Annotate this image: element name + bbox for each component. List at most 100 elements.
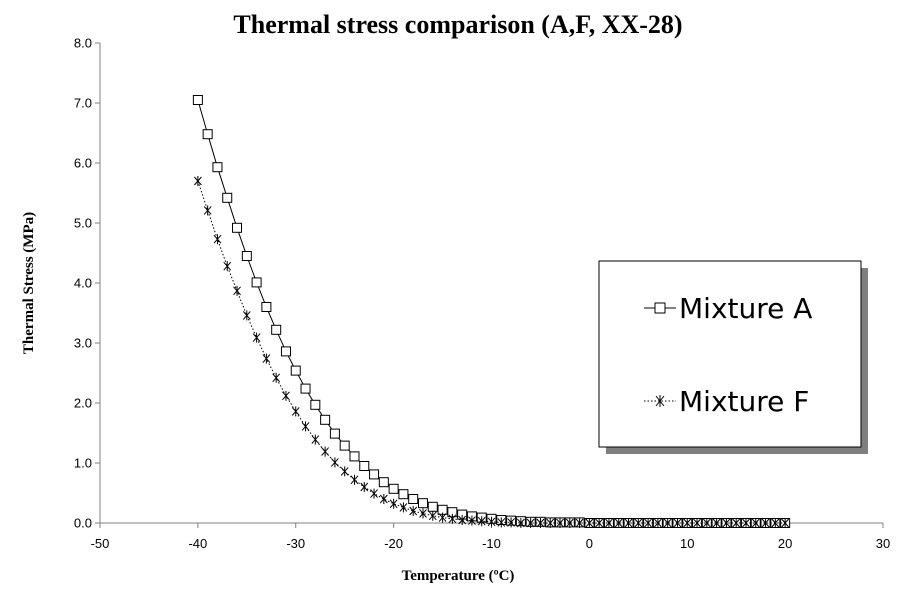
- data-point-mixture-f: [252, 332, 261, 343]
- y-ticks: 0.0 1.0 2.0 3.0 4.0 5.0 6.0 7.0 8.0: [74, 36, 100, 531]
- data-point-mixture-a: [241, 251, 252, 261]
- data-point-mixture-a: [408, 494, 419, 504]
- data-point-mixture-a: [280, 346, 291, 357]
- legend-label-mixture-a: Mixture A: [679, 292, 812, 325]
- data-point-mixture-a: [290, 365, 301, 376]
- y-axis-label: Thermal Stress (MPa): [21, 212, 37, 354]
- data-point-mixture-f: [360, 482, 369, 492]
- data-point-mixture-f: [565, 518, 574, 528]
- data-point-mixture-a: [261, 302, 272, 312]
- x-tick-label: -10: [482, 536, 501, 551]
- data-point-mixture-f: [321, 446, 329, 457]
- data-point-mixture-a: [232, 222, 243, 233]
- x-axis-label: Temperature (ºC): [402, 568, 515, 584]
- data-point-mixture-a: [388, 483, 399, 494]
- y-tick-label: 0.0: [74, 516, 92, 531]
- data-point-mixture-f: [663, 518, 672, 528]
- x-tick-label: 0: [586, 536, 593, 551]
- data-point-mixture-f: [262, 353, 271, 364]
- data-point-mixture-f: [712, 518, 721, 528]
- data-point-mixture-f: [448, 513, 457, 524]
- data-point-mixture-f: [702, 518, 711, 528]
- data-point-mixture-f: [487, 516, 496, 527]
- data-point-mixture-a: [271, 324, 282, 335]
- data-point-mixture-a: [349, 451, 360, 462]
- legend: Mixture A Mixture F: [598, 260, 868, 454]
- data-point-mixture-f: [301, 421, 310, 432]
- data-point-mixture-a: [359, 461, 370, 471]
- data-point-mixture-f: [340, 466, 349, 477]
- data-point-mixture-a: [378, 477, 389, 488]
- y-tick-label: 8.0: [74, 36, 92, 51]
- data-point-mixture-a: [417, 498, 428, 509]
- data-point-mixture-f: [203, 205, 212, 216]
- data-point-mixture-f: [438, 512, 447, 523]
- data-point-mixture-a: [192, 95, 203, 105]
- data-point-mixture-f: [409, 506, 418, 516]
- legend-box: [598, 260, 862, 448]
- legend-entry-mixture-f: Mixture F: [644, 385, 809, 418]
- data-point-mixture-f: [291, 406, 300, 417]
- data-point-mixture-f: [575, 518, 584, 528]
- data-point-mixture-a: [202, 129, 213, 140]
- data-point-mixture-f: [751, 518, 760, 528]
- data-point-mixture-f: [556, 518, 564, 528]
- data-point-mixture-f: [477, 516, 486, 527]
- series-mixture-f: [193, 176, 790, 528]
- data-point-mixture-a: [427, 501, 438, 512]
- x-tick-label: -50: [91, 536, 110, 551]
- data-point-mixture-f: [526, 518, 535, 528]
- data-point-mixture-f: [458, 515, 467, 525]
- data-point-mixture-f: [585, 518, 594, 528]
- data-point-mixture-f: [223, 261, 232, 272]
- data-point-mixture-a: [251, 277, 262, 288]
- legend-label-mixture-f: Mixture F: [679, 385, 809, 418]
- data-point-mixture-f: [673, 518, 682, 528]
- data-point-mixture-f: [507, 517, 515, 528]
- data-point-mixture-f: [272, 372, 281, 383]
- data-point-mixture-f: [370, 488, 378, 499]
- y-tick-label: 1.0: [74, 456, 92, 471]
- series-layer: [192, 95, 791, 528]
- y-tick-label: 4.0: [74, 276, 92, 291]
- data-point-mixture-a: [329, 428, 340, 439]
- data-point-mixture-f: [536, 518, 545, 528]
- data-point-mixture-a: [320, 414, 331, 425]
- data-point-mixture-a: [222, 192, 233, 203]
- data-point-mixture-f: [468, 515, 476, 526]
- data-point-mixture-f: [311, 434, 320, 445]
- data-point-mixture-a: [310, 399, 321, 410]
- data-point-mixture-f: [605, 518, 613, 528]
- x-tick-label: 30: [876, 536, 890, 551]
- chart-title: Thermal stress comparison (A,F, XX-28): [233, 10, 682, 39]
- data-point-mixture-f: [242, 310, 251, 321]
- data-point-mixture-f: [428, 510, 437, 521]
- y-tick-label: 2.0: [74, 396, 92, 411]
- data-point-mixture-f: [634, 518, 643, 528]
- data-point-mixture-f: [644, 518, 652, 528]
- y-tick-label: 3.0: [74, 336, 92, 351]
- data-point-mixture-f: [282, 390, 290, 401]
- data-point-mixture-f: [693, 518, 701, 528]
- data-point-mixture-a: [398, 489, 409, 500]
- data-point-mixture-f: [399, 502, 408, 513]
- data-point-mixture-f: [233, 285, 241, 296]
- y-tick-label: 5.0: [74, 216, 92, 231]
- data-point-mixture-f: [350, 474, 359, 485]
- data-point-mixture-a: [212, 162, 223, 173]
- data-point-mixture-a: [369, 469, 380, 480]
- data-point-mixture-f: [781, 518, 790, 528]
- x-tick-label: -40: [188, 536, 207, 551]
- legend-entry-mixture-a: Mixture A: [644, 292, 812, 325]
- data-point-mixture-f: [624, 518, 633, 528]
- data-point-mixture-f: [497, 517, 506, 528]
- y-tick-label: 7.0: [74, 96, 92, 111]
- data-point-mixture-f: [419, 508, 427, 519]
- data-point-mixture-f: [742, 518, 750, 528]
- x-tick-label: -20: [384, 536, 403, 551]
- x-tick-label: 20: [778, 536, 792, 551]
- data-point-mixture-f: [389, 498, 398, 509]
- x-tick-label: -30: [286, 536, 305, 551]
- data-point-mixture-f: [761, 518, 770, 528]
